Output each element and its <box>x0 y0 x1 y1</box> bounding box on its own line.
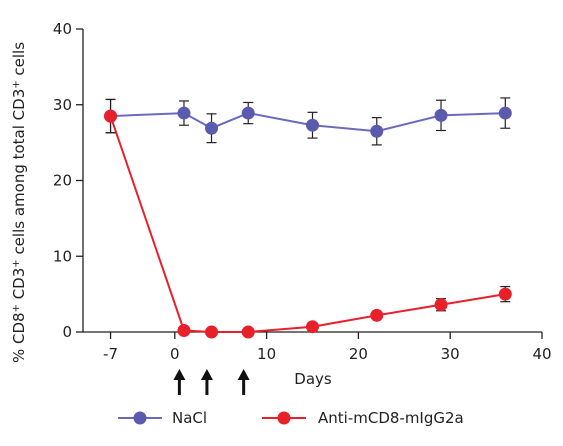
data-point <box>434 298 448 312</box>
data-point <box>104 109 118 123</box>
y-axis-title-end: cells <box>10 42 28 81</box>
y-axis-title-tail: cells among total CD3 <box>10 89 28 260</box>
x-tick-label: -7 <box>103 345 118 363</box>
series-anti-mcd8 <box>104 98 512 339</box>
data-point <box>306 118 319 132</box>
legend-marker <box>277 411 291 425</box>
data-point <box>205 121 219 135</box>
y-axis-title-mid: CD3 <box>10 268 28 304</box>
y-axis-title-sup1: + <box>11 304 22 312</box>
x-tick-label: 0 <box>170 345 180 363</box>
y-axis-title: % CD8+ CD3+ cells among total CD3+ cells <box>10 42 28 363</box>
data-point <box>370 124 384 138</box>
series-nacl <box>104 97 512 146</box>
x-tick-label: 20 <box>349 345 368 363</box>
injection-arrow <box>173 369 186 395</box>
y-tick-label: 30 <box>53 96 72 114</box>
data-point <box>306 320 319 334</box>
axes <box>82 29 542 333</box>
injection-arrow <box>200 369 213 395</box>
data-point <box>498 106 512 120</box>
y-tick-label: 10 <box>53 247 72 265</box>
injection-arrows <box>173 369 250 395</box>
series-line <box>109 115 506 333</box>
x-tick-label: 30 <box>441 345 460 363</box>
legend-marker <box>133 411 147 425</box>
arrow-head <box>237 369 250 380</box>
data-point <box>370 308 384 322</box>
series-layer <box>104 97 512 339</box>
legend-item-anti-mcd8: Anti-mCD8-mIgG2a <box>262 409 464 427</box>
legend-label: Anti-mCD8-mIgG2a <box>318 409 464 427</box>
legend-item-nacl: NaCl <box>118 409 207 427</box>
y-tick-label: 0 <box>62 323 72 341</box>
arrow-head <box>200 369 213 380</box>
data-point <box>177 106 191 120</box>
x-tick-label: 10 <box>257 345 276 363</box>
data-point <box>241 106 255 120</box>
data-point <box>241 325 255 339</box>
y-tick-label: 40 <box>53 20 72 38</box>
data-point <box>205 325 219 339</box>
ticks: 0 10 20 30 40 -7 0 10 20 30 40 <box>53 20 552 363</box>
legend-label: NaCl <box>172 409 207 427</box>
y-axis-title-base: % CD8 <box>10 312 28 363</box>
y-axis-title-sup2: + <box>11 259 22 267</box>
legend: NaCl Anti-mCD8-mIgG2a <box>118 409 464 427</box>
y-tick-label: 20 <box>53 172 72 190</box>
y-axis-title-sup3: + <box>11 80 22 88</box>
data-point <box>177 323 191 337</box>
data-point <box>498 287 512 301</box>
x-tick-label: 40 <box>532 345 551 363</box>
data-point <box>434 108 448 122</box>
x-axis-title: Days <box>294 370 332 388</box>
arrow-head <box>173 369 186 380</box>
injection-arrow <box>237 369 250 395</box>
